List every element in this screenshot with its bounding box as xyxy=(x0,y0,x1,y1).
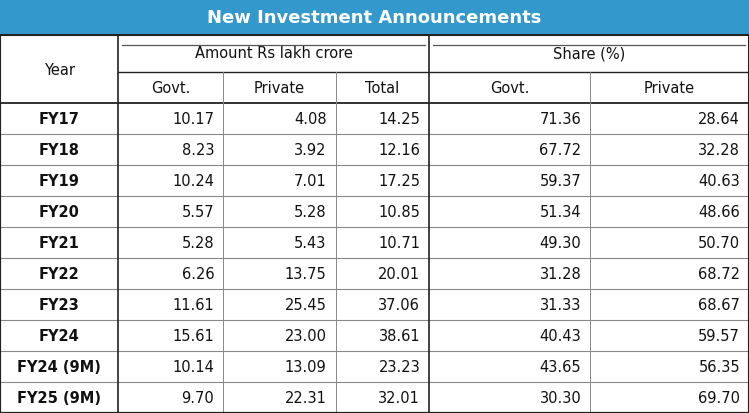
Text: Share (%): Share (%) xyxy=(553,46,625,61)
Text: 31.33: 31.33 xyxy=(540,297,581,312)
Text: 71.36: 71.36 xyxy=(539,112,581,127)
Text: 69.70: 69.70 xyxy=(698,390,740,405)
Text: FY22: FY22 xyxy=(39,266,79,282)
Text: FY18: FY18 xyxy=(39,143,79,158)
Text: FY17: FY17 xyxy=(39,112,79,127)
Text: FY24 (9M): FY24 (9M) xyxy=(17,359,101,374)
Text: 25.45: 25.45 xyxy=(285,297,327,312)
Text: 4.08: 4.08 xyxy=(294,112,327,127)
Text: 23.23: 23.23 xyxy=(378,359,420,374)
Text: 49.30: 49.30 xyxy=(539,235,581,251)
Text: New Investment Announcements: New Investment Announcements xyxy=(207,9,542,27)
Text: FY23: FY23 xyxy=(39,297,79,312)
Text: 5.43: 5.43 xyxy=(294,235,327,251)
Text: 9.70: 9.70 xyxy=(181,390,214,405)
Text: 59.57: 59.57 xyxy=(698,328,740,343)
Text: 8.23: 8.23 xyxy=(182,143,214,158)
Text: Govt.: Govt. xyxy=(490,81,530,96)
Text: 68.67: 68.67 xyxy=(698,297,740,312)
Text: 5.57: 5.57 xyxy=(181,205,214,220)
Text: 68.72: 68.72 xyxy=(698,266,740,282)
Text: 13.75: 13.75 xyxy=(285,266,327,282)
Text: 3.92: 3.92 xyxy=(294,143,327,158)
Text: 48.66: 48.66 xyxy=(698,205,740,220)
Text: 43.65: 43.65 xyxy=(539,359,581,374)
Text: 32.28: 32.28 xyxy=(698,143,740,158)
Text: Private: Private xyxy=(254,81,305,96)
Text: 10.17: 10.17 xyxy=(172,112,214,127)
Text: 40.43: 40.43 xyxy=(539,328,581,343)
Text: 17.25: 17.25 xyxy=(378,174,420,189)
Text: Total: Total xyxy=(366,81,399,96)
Text: 5.28: 5.28 xyxy=(294,205,327,220)
Text: 10.24: 10.24 xyxy=(172,174,214,189)
Text: 20.01: 20.01 xyxy=(378,266,420,282)
Text: 10.85: 10.85 xyxy=(378,205,420,220)
Text: FY21: FY21 xyxy=(39,235,79,251)
Text: 6.26: 6.26 xyxy=(181,266,214,282)
Text: 11.61: 11.61 xyxy=(172,297,214,312)
Text: 14.25: 14.25 xyxy=(378,112,420,127)
Bar xyxy=(0,0,749,36)
Text: 5.28: 5.28 xyxy=(181,235,214,251)
Text: 15.61: 15.61 xyxy=(172,328,214,343)
Text: 32.01: 32.01 xyxy=(378,390,420,405)
Text: 7.01: 7.01 xyxy=(294,174,327,189)
Text: FY24: FY24 xyxy=(39,328,79,343)
Text: 10.14: 10.14 xyxy=(172,359,214,374)
Text: 56.35: 56.35 xyxy=(698,359,740,374)
Text: 67.72: 67.72 xyxy=(539,143,581,158)
Text: FY19: FY19 xyxy=(39,174,79,189)
Text: 23.00: 23.00 xyxy=(285,328,327,343)
Text: 50.70: 50.70 xyxy=(698,235,740,251)
Text: FY25 (9M): FY25 (9M) xyxy=(17,390,101,405)
Bar xyxy=(0,36,749,73)
Text: 38.61: 38.61 xyxy=(378,328,420,343)
Text: 12.16: 12.16 xyxy=(378,143,420,158)
Text: 59.37: 59.37 xyxy=(539,174,581,189)
Text: 10.71: 10.71 xyxy=(378,235,420,251)
Text: Govt.: Govt. xyxy=(151,81,190,96)
Text: 28.64: 28.64 xyxy=(698,112,740,127)
Bar xyxy=(0,73,749,104)
Text: 31.28: 31.28 xyxy=(539,266,581,282)
Text: Year: Year xyxy=(43,62,75,78)
Text: 22.31: 22.31 xyxy=(285,390,327,405)
Text: 30.30: 30.30 xyxy=(539,390,581,405)
Text: Amount Rs lakh crore: Amount Rs lakh crore xyxy=(195,46,353,61)
Text: 37.06: 37.06 xyxy=(378,297,420,312)
Text: Private: Private xyxy=(644,81,695,96)
Text: 51.34: 51.34 xyxy=(539,205,581,220)
Text: 40.63: 40.63 xyxy=(698,174,740,189)
Text: FY20: FY20 xyxy=(39,205,79,220)
Text: 13.09: 13.09 xyxy=(285,359,327,374)
